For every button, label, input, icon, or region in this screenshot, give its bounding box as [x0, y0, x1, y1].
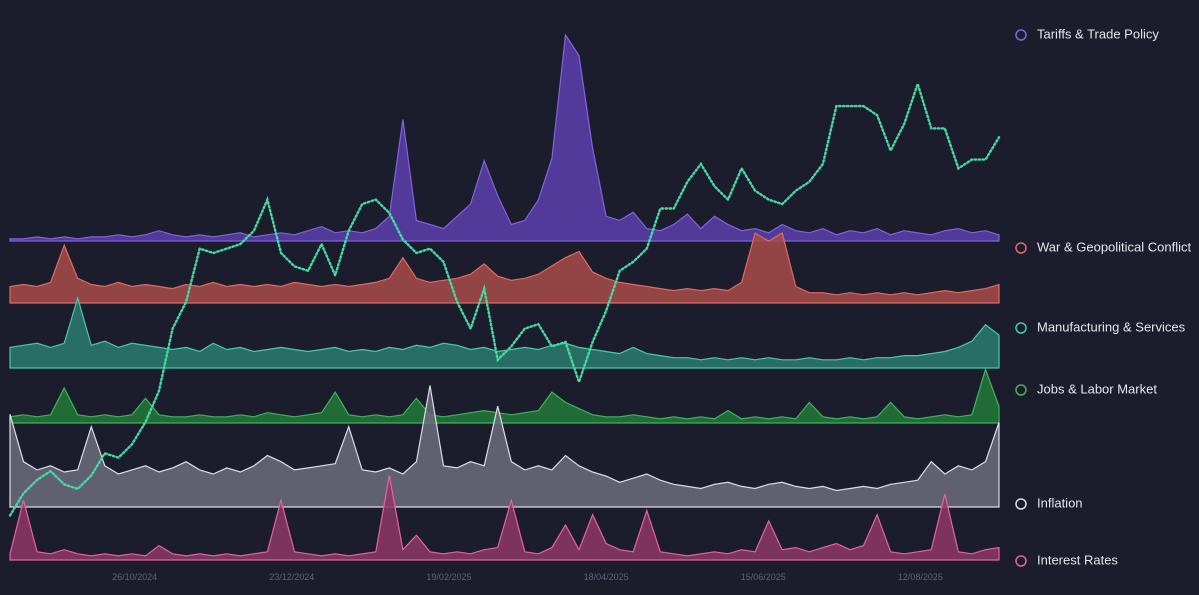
x-tick-label: 19/02/2025 — [426, 572, 471, 582]
area — [9, 385, 1000, 508]
legend-marker — [1015, 29, 1027, 41]
area — [9, 475, 1000, 561]
x-tick-label: 15/06/2025 — [741, 572, 786, 582]
legend-marker — [1015, 384, 1027, 396]
x-tick-label: 26/10/2024 — [112, 572, 157, 582]
legend-marker — [1015, 498, 1027, 510]
area — [9, 232, 1000, 304]
legend-marker — [1015, 555, 1027, 567]
legend-label: Manufacturing & Services — [1037, 319, 1186, 334]
x-tick-label: 23/12/2024 — [269, 572, 314, 582]
area — [9, 367, 1000, 424]
legend-label: Inflation — [1037, 495, 1083, 510]
legend-marker — [1015, 322, 1027, 334]
dotted-line — [8, 79, 1001, 517]
legend-label: Jobs & Labor Market — [1037, 381, 1157, 396]
legend-marker — [1015, 242, 1027, 254]
area — [9, 33, 1000, 242]
legend-label: Tariffs & Trade Policy — [1037, 26, 1159, 41]
legend-label: War & Geopolitical Conflict — [1037, 239, 1192, 254]
x-tick-label: 18/04/2025 — [584, 572, 629, 582]
x-tick-label: 12/08/2025 — [898, 572, 943, 582]
area — [9, 295, 1000, 369]
legend-label: Interest Rates — [1037, 552, 1118, 567]
